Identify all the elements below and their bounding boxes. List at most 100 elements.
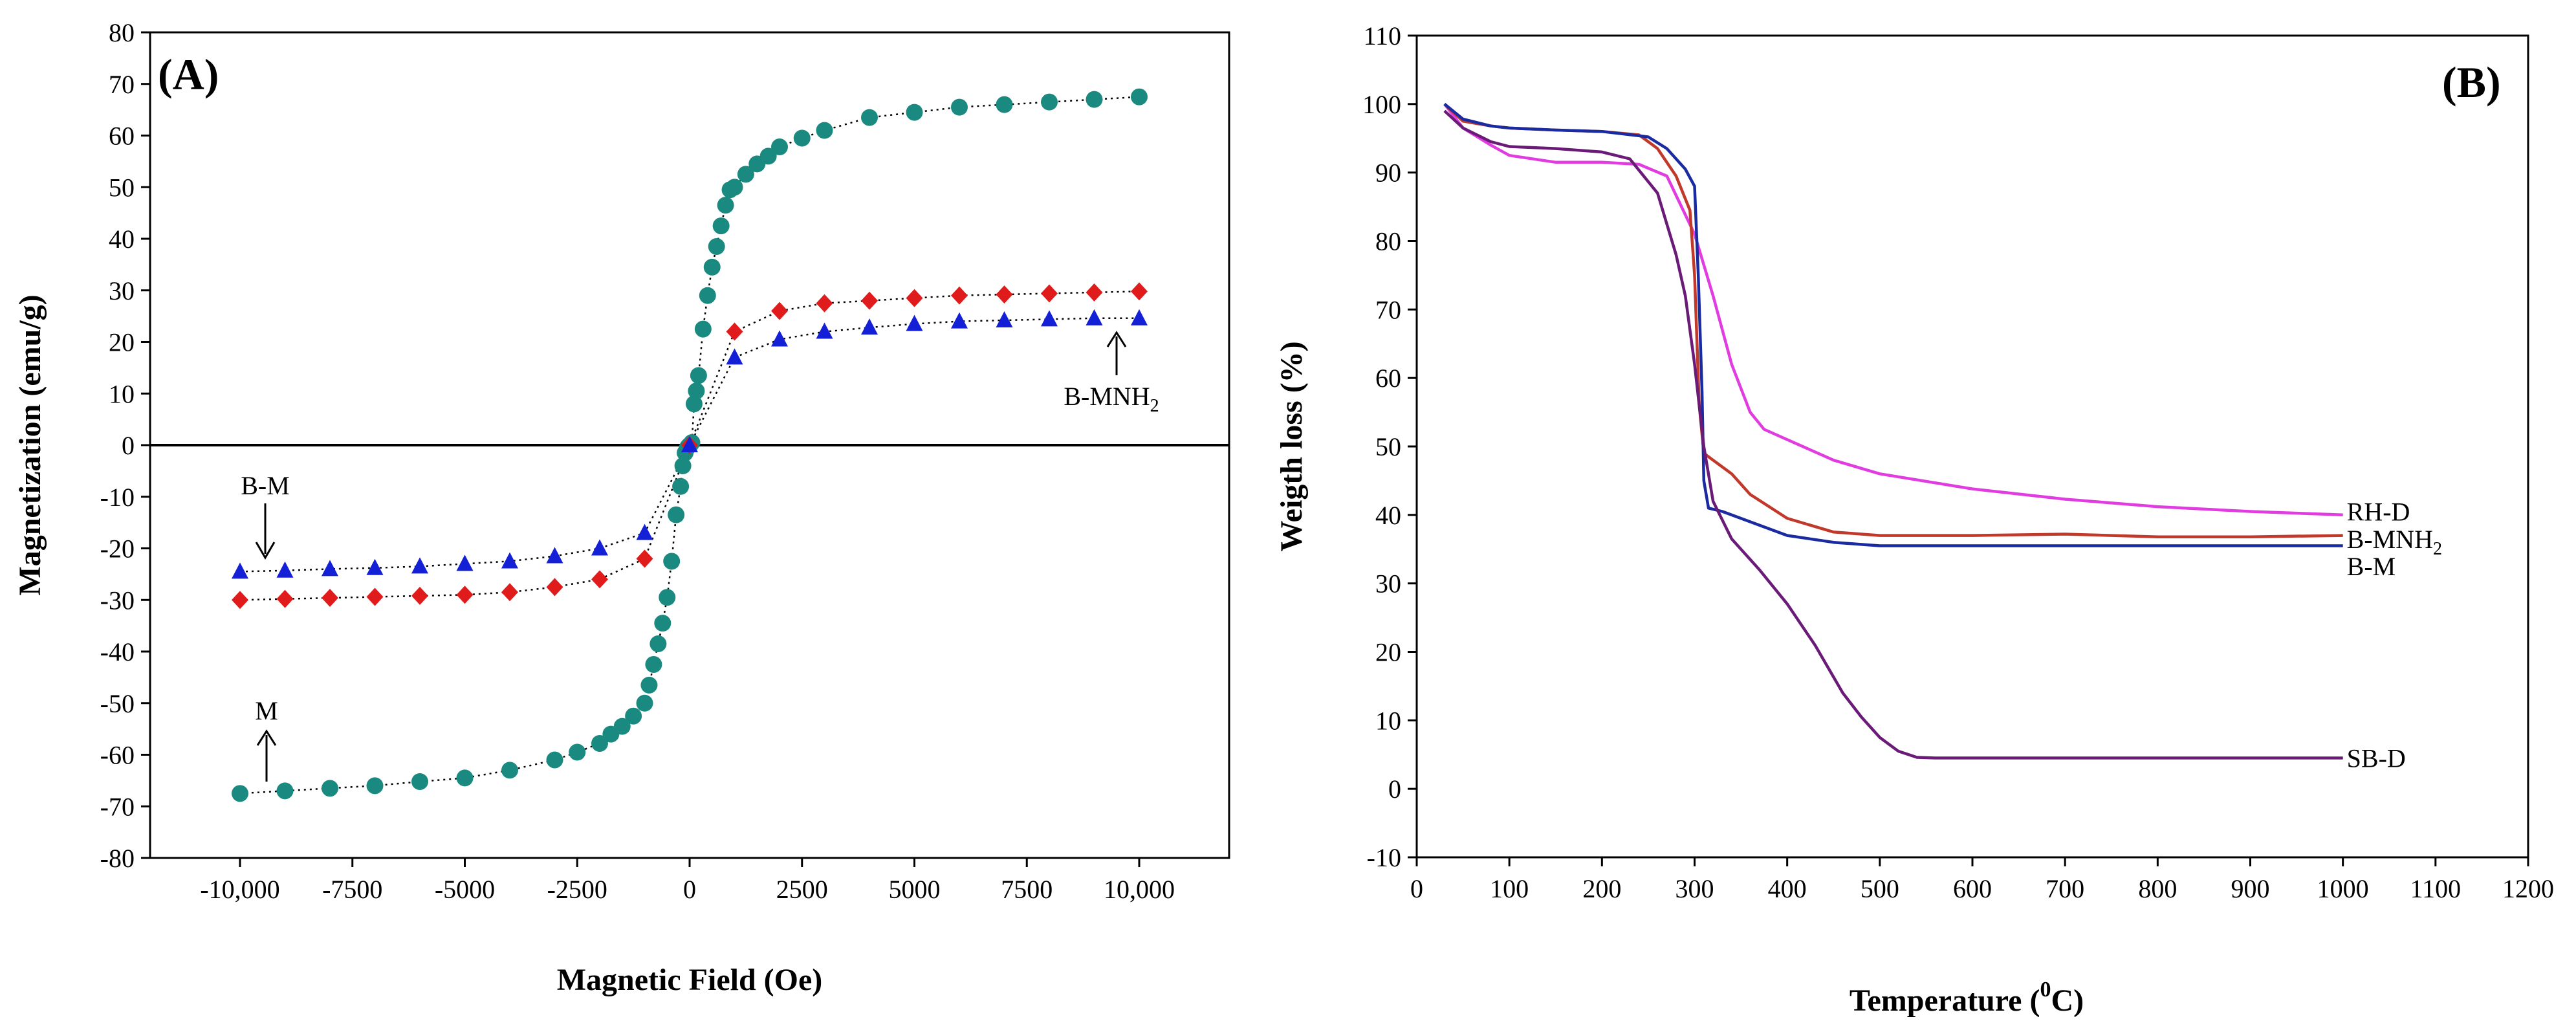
data-point-m [232,785,248,802]
x-tick-label: 400 [1768,874,1807,903]
data-point-m [640,676,658,694]
x-axis-ticks: 0 100 200 300 400 500 600 700 800 900 1000 1100 1200 [1410,857,2554,903]
arrow-head-icon [255,542,276,560]
data-point-b-m [1041,310,1058,327]
data-point-b-mnh2 [1041,284,1058,303]
data-point-b-m [546,547,563,564]
x-tick-label: 1200 [2502,874,2554,903]
x-tick-label: 300 [1675,874,1714,903]
data-point-m [685,395,703,413]
x-tick-label: 10,000 [1104,875,1175,904]
arrow-head-icon [256,729,277,746]
data-point-b-m [726,348,743,365]
data-point-m [816,122,833,139]
data-point-b-m [1131,309,1148,325]
data-point-m [649,635,667,653]
data-point-b-mnh2 [591,570,608,589]
y-tick-label: 30 [109,276,135,305]
data-point-m [625,707,642,725]
data-point-m [717,197,734,214]
y-tick-label: 10 [109,379,135,408]
data-point-m [1041,93,1058,111]
data-point-b-mnh2 [232,591,248,609]
panel-label: (A) [158,50,219,99]
y-tick-label: -40 [100,637,135,666]
series-label-text: SB-D [2347,744,2406,773]
data-point-b-mnh2 [636,549,653,568]
x-tick-label: -10,000 [200,875,279,904]
data-point-m [366,777,384,795]
data-point-m [546,751,563,769]
data-point-b-m [276,561,294,578]
y-tick-label: -20 [100,534,135,564]
panel-label: (B) [2442,58,2501,107]
data-point-m [688,382,705,400]
data-point-m [906,104,923,121]
annotation-label: B-M [241,471,290,500]
data-point-b-mnh2 [951,286,968,305]
data-point-b-m [366,558,384,575]
y-tick-label: 80 [1375,227,1401,256]
x-axis-title-text: Temperature ( [1850,983,2040,1018]
annotation-text: B-MNH [1064,382,1150,411]
data-point-m [708,237,725,255]
x-tick-label: 700 [2046,874,2084,903]
y-tick-label: 10 [1375,706,1401,735]
data-point-m [411,773,428,790]
data-point-b-m [681,436,698,452]
x-tick-label: 5000 [889,875,941,904]
y-axis-ticks: -10 0 10 20 30 40 50 60 70 80 90 100 110 [1362,21,1417,872]
data-point-b-m [1086,309,1103,325]
data-point-m [1086,91,1103,108]
y-tick-label: 100 [1362,90,1401,119]
y-tick-label: 40 [1375,501,1401,530]
series-label-rh-d: RH-D [2347,498,2410,527]
y-tick-label: 70 [1375,295,1401,324]
data-point-b-mnh2 [501,583,518,602]
y-tick-label: -80 [100,844,135,873]
annotation-label: B-MNH2 [1064,382,1159,416]
data-point-m [654,615,671,632]
data-point-m [726,179,743,196]
data-point-m [690,367,707,384]
arrow-head-icon [1106,331,1127,347]
y-tick-label: -30 [100,586,135,615]
data-point-m [793,129,811,147]
y-axis-ticks: -80 -70 -60 -50 -40 -30 -20 -10 0 10 20 30 40 50 60 70 8… [100,18,150,873]
data-point-b-mnh2 [906,289,923,307]
y-tick-label: 50 [1375,432,1401,461]
data-point-b-mnh2 [276,589,294,608]
data-point-b-m [591,539,608,556]
data-point-m [591,734,608,752]
series-line-b-mnh2 [1443,103,2343,538]
data-point-b-m [322,560,338,576]
data-point-b-m [411,557,428,574]
data-point-m [737,166,754,183]
series-label-text: RH-D [2347,498,2410,527]
data-point-b-mnh2 [771,302,788,320]
y-tick-label: 110 [1363,21,1401,50]
y-tick-label: 30 [1375,569,1401,598]
data-point-b-mnh2 [546,578,563,597]
data-point-m [861,109,878,126]
data-point-m [645,655,662,673]
y-tick-label: -10 [1367,843,1401,872]
data-point-b-mnh2 [861,291,878,310]
x-tick-label: -7500 [322,875,382,904]
data-point-b-mnh2 [1086,283,1103,302]
data-point-m [276,782,294,800]
x-tick-label: -5000 [435,875,495,904]
data-point-m [771,138,788,156]
annotation-m: M [255,696,278,782]
y-tick-label: -60 [100,741,135,770]
data-point-m [663,553,681,570]
series-points [232,88,1148,802]
data-point-b-mnh2 [726,322,743,341]
y-tick-label: -70 [100,792,135,821]
data-point-m [694,320,712,338]
data-point-m [613,718,631,735]
data-point-b-m [636,523,653,540]
data-point-m [699,287,716,304]
